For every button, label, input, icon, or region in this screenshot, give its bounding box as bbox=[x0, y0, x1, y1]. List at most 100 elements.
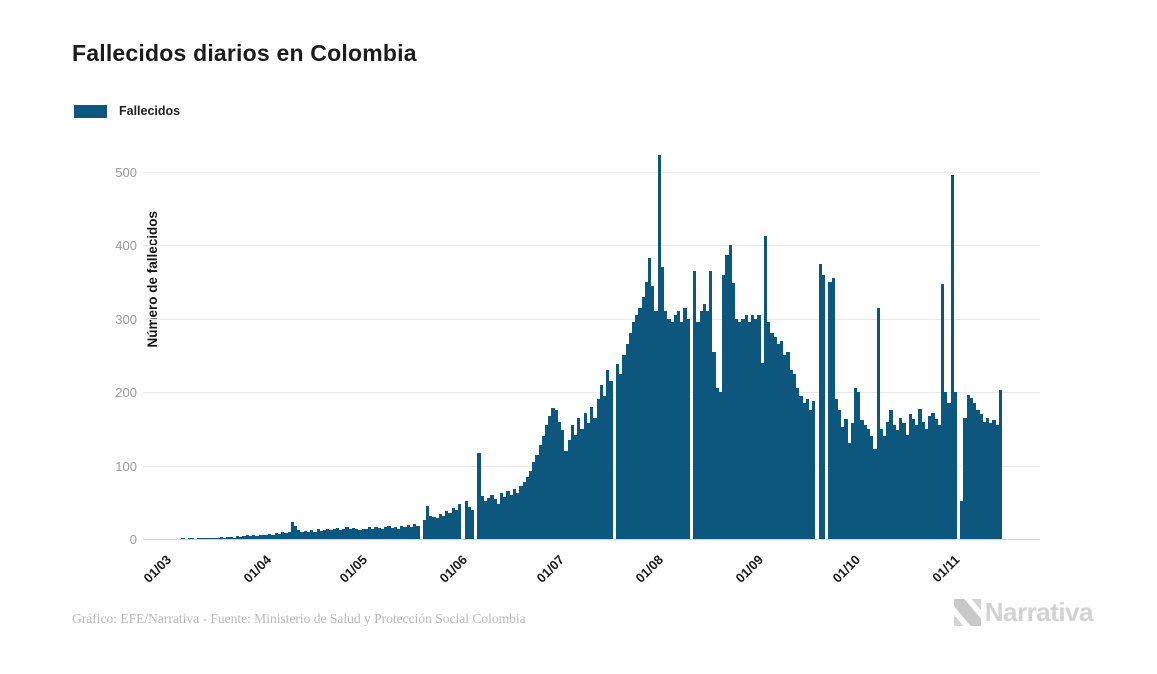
bar-day-18 bbox=[219, 536, 224, 539]
bar-day-44 bbox=[303, 530, 307, 539]
bar-day-145 bbox=[628, 333, 632, 539]
bar-day-16 bbox=[213, 537, 217, 539]
bar-day-121 bbox=[551, 408, 555, 539]
bar-day-154 bbox=[657, 154, 661, 539]
bar-day-72 bbox=[393, 526, 397, 539]
bar-day-150 bbox=[644, 281, 649, 539]
bar-day-199 bbox=[802, 403, 806, 539]
bar-day-250 bbox=[966, 395, 970, 539]
bar-day-204 bbox=[818, 263, 822, 539]
bar-day-233 bbox=[911, 419, 916, 539]
plot-area: 01/03 01/04 01/05 01/06 01/07 01/08 01/09 01/10… bbox=[141, 148, 1040, 586]
bar-day-11 bbox=[197, 538, 201, 539]
gridline-500 bbox=[143, 171, 1040, 173]
bar-day-141 bbox=[615, 364, 620, 539]
x-tick-label: 01/05 bbox=[336, 552, 371, 586]
bar-day-42 bbox=[297, 530, 301, 539]
bar-day-106 bbox=[503, 497, 507, 539]
bar-day-257 bbox=[989, 422, 993, 539]
bar-day-49 bbox=[319, 530, 323, 539]
bar-day-38 bbox=[284, 533, 288, 539]
bar-day-172 bbox=[715, 388, 719, 539]
bar-day-160 bbox=[677, 311, 681, 539]
bar-day-50 bbox=[322, 530, 327, 539]
bar-day-73 bbox=[396, 528, 401, 539]
bar-day-55 bbox=[339, 530, 343, 539]
page-title: Fallecidos diarios en Colombia bbox=[72, 40, 417, 66]
x-tick-label: 01/03 bbox=[140, 552, 175, 586]
bar-day-116 bbox=[535, 454, 539, 539]
bar-day-138 bbox=[606, 370, 610, 539]
bar-day-205 bbox=[821, 274, 826, 539]
bar-day-151 bbox=[648, 258, 652, 539]
bar-day-193 bbox=[783, 355, 787, 539]
bar-day-197 bbox=[796, 388, 800, 539]
bar-day-20 bbox=[226, 536, 230, 539]
bar-day-221 bbox=[873, 449, 877, 539]
bar-day-109 bbox=[512, 489, 517, 539]
bar-day-260 bbox=[998, 389, 1003, 539]
bar-day-83 bbox=[429, 515, 433, 539]
bar-day-212 bbox=[844, 419, 848, 539]
bar-day-65 bbox=[371, 528, 375, 539]
bar-day-161 bbox=[680, 322, 684, 539]
bar-day-119 bbox=[545, 425, 549, 539]
bar-day-120 bbox=[548, 415, 552, 539]
bar-day-227 bbox=[892, 425, 896, 539]
bar-day-191 bbox=[776, 344, 780, 539]
bar-day-245 bbox=[950, 175, 954, 539]
bar-day-139 bbox=[609, 381, 613, 539]
bar-day-34 bbox=[271, 534, 275, 539]
bar-day-202 bbox=[812, 400, 816, 539]
bar-day-60 bbox=[355, 528, 359, 539]
x-axis-line bbox=[143, 539, 1040, 540]
bar-day-27 bbox=[248, 536, 253, 539]
bar-day-177 bbox=[731, 283, 735, 539]
bar-day-30 bbox=[258, 535, 262, 539]
bar-day-170 bbox=[709, 270, 713, 539]
bar-day-165 bbox=[693, 270, 697, 539]
bar-day-70 bbox=[387, 525, 391, 539]
bar-day-68 bbox=[380, 529, 385, 539]
bar-day-186 bbox=[760, 362, 764, 539]
bar-day-225 bbox=[886, 421, 890, 539]
bar-day-67 bbox=[377, 527, 381, 539]
bar-day-12 bbox=[200, 538, 204, 539]
bar-day-28 bbox=[252, 535, 256, 539]
bar-day-58 bbox=[348, 529, 352, 539]
bar-day-258 bbox=[992, 420, 996, 539]
bar-day-147 bbox=[635, 315, 639, 539]
bar-day-24 bbox=[239, 536, 243, 539]
x-tick-label: 01/06 bbox=[436, 552, 471, 586]
bar-day-208 bbox=[831, 277, 835, 539]
bar-day-32 bbox=[265, 534, 269, 539]
x-tick-label: 01/11 bbox=[929, 552, 963, 586]
bar-day-102 bbox=[490, 494, 494, 539]
source-credit: Gráfico: EFE/Narrativa - Fuente: Ministe… bbox=[72, 611, 526, 626]
bar-day-132 bbox=[586, 422, 591, 539]
bar-day-230 bbox=[902, 422, 906, 539]
bar-day-117 bbox=[538, 445, 542, 539]
bar-day-149 bbox=[641, 296, 645, 539]
bar-day-113 bbox=[525, 476, 529, 539]
x-tick-label: 01/04 bbox=[240, 552, 274, 586]
y-tick-label-500: 500 bbox=[115, 164, 137, 180]
x-tick-label: 01/08 bbox=[633, 552, 667, 586]
x-tick-label: 01/10 bbox=[829, 552, 863, 586]
bar-day-237 bbox=[924, 428, 929, 539]
bar-day-192 bbox=[780, 340, 784, 539]
bar-day-17 bbox=[216, 537, 220, 539]
bar-day-22 bbox=[232, 537, 237, 539]
bar-day-46 bbox=[310, 530, 314, 539]
bar-day-23 bbox=[236, 536, 240, 539]
bar-day-71 bbox=[390, 527, 394, 539]
bar-day-84 bbox=[432, 516, 436, 539]
bar-day-244 bbox=[947, 403, 951, 539]
bar-day-52 bbox=[329, 530, 333, 539]
bar-day-64 bbox=[368, 527, 372, 539]
bar-day-168 bbox=[702, 304, 706, 539]
bar-day-182 bbox=[747, 322, 752, 539]
bar-day-158 bbox=[670, 322, 674, 539]
bar-day-95 bbox=[467, 506, 471, 539]
bar-day-213 bbox=[847, 442, 851, 539]
